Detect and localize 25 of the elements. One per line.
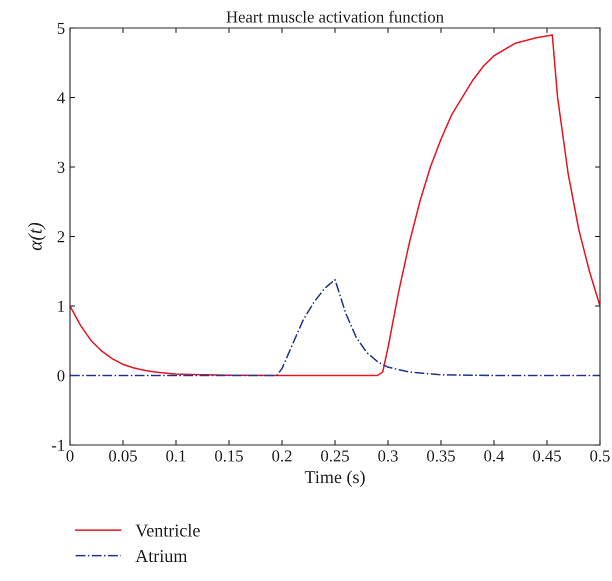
x-tick-label: 0.4 <box>484 450 504 462</box>
y-tick-label: 5 <box>58 22 64 34</box>
y-tick-label: 4 <box>57 92 65 104</box>
x-tick-label: 0.45 <box>533 450 561 462</box>
x-tick-label: 0.35 <box>427 450 455 462</box>
x-tick-label: 0.2 <box>272 450 292 462</box>
line-series <box>70 278 600 376</box>
y-tick-label: 2 <box>58 231 64 242</box>
x-tick-label: 0 <box>66 450 74 462</box>
x-axis-title: Time (s) <box>304 470 365 487</box>
x-tick-label: 0.1 <box>166 450 186 462</box>
y-tick-label: 0 <box>57 370 65 382</box>
chart-title: Heart muscle activation function <box>226 10 444 23</box>
y-axis-title: α(t) <box>28 222 46 250</box>
x-tick-label: 0.15 <box>215 450 243 462</box>
line-series <box>70 34 600 376</box>
y-tick-label: -1 <box>52 440 64 451</box>
x-tick-label: 0.3 <box>378 450 398 462</box>
x-tick-label: 0.5 <box>590 450 610 462</box>
legend-label: Ventricle <box>135 524 200 537</box>
x-tick-label: 0.25 <box>321 450 349 462</box>
legend-label: Atrium <box>135 550 188 562</box>
y-tick-label: 1 <box>58 300 64 312</box>
y-tick-label: 3 <box>58 162 64 173</box>
x-tick-label: 0.05 <box>109 450 137 462</box>
